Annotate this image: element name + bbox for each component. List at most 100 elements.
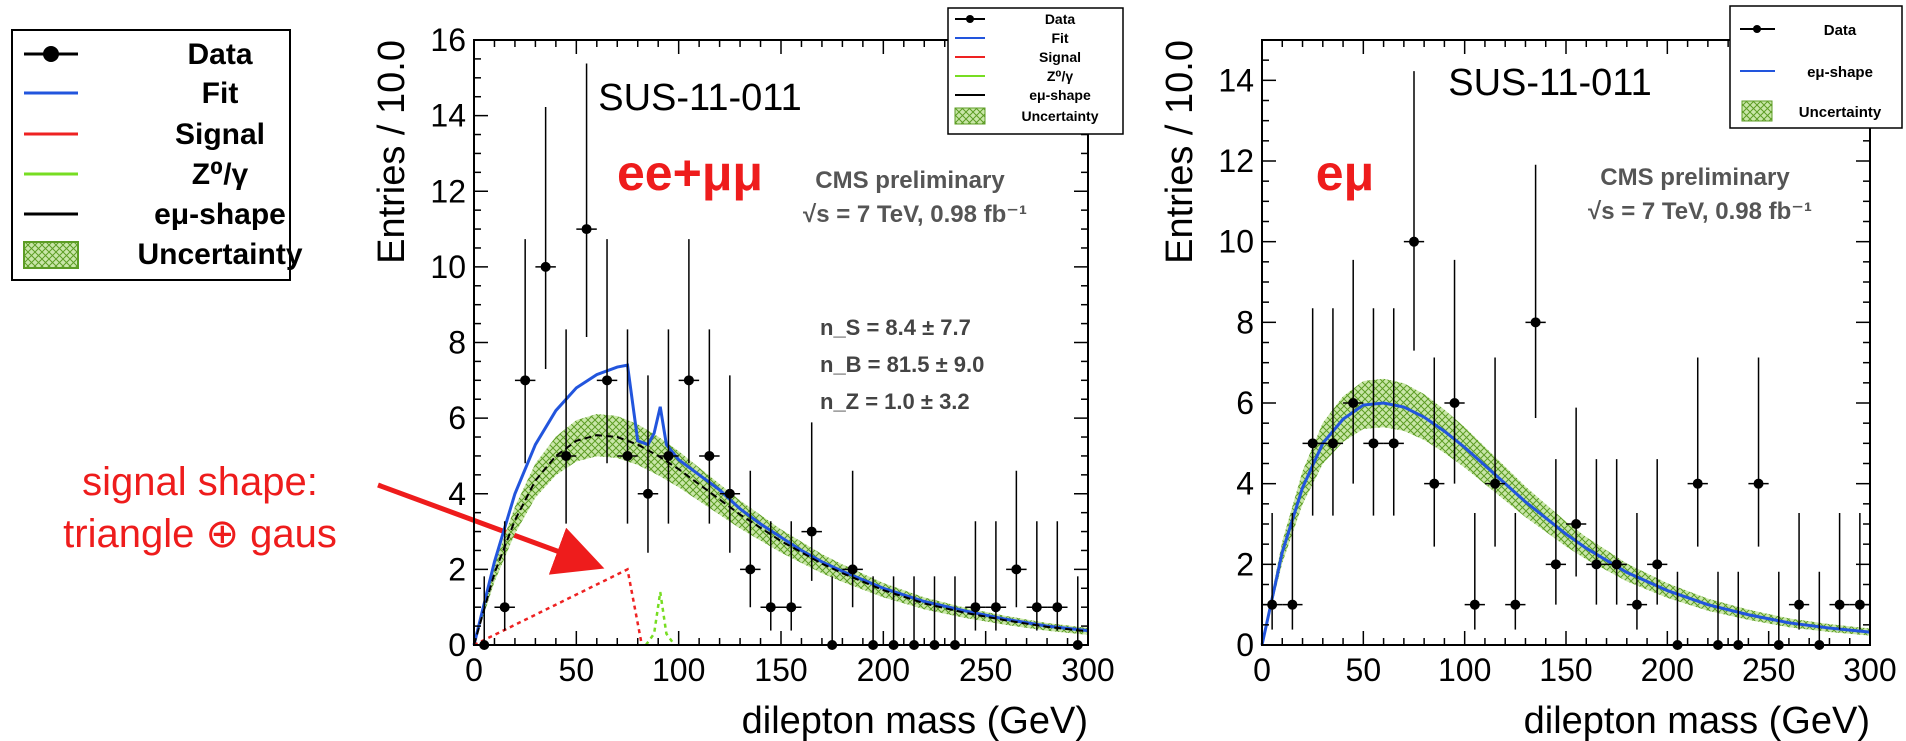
data-point [535, 106, 556, 370]
energy-lumi-label: √s = 7 TeV, 0.98 fb⁻¹ [1588, 198, 1812, 225]
data-point [1363, 308, 1384, 516]
fit-result-nz: n_Z = 1.0 ± 3.2 [820, 389, 970, 414]
signal-shape-annotation: signal shape: triangle ⊕ gaus [63, 460, 605, 575]
big-legend-frame [11, 29, 291, 281]
analysis-tag: SUS-11-011 [1448, 62, 1651, 104]
x-axis-label: dilepton mass (GeV) [742, 700, 1088, 741]
data-point-marker [1031, 602, 1042, 613]
y-tick-label: 10 [430, 249, 466, 285]
legend-emu: eμ-shape [1807, 64, 1873, 81]
y-tick-label: 8 [448, 325, 466, 361]
annotation-arrow [377, 482, 605, 575]
data-point-marker [499, 602, 510, 613]
big-legend-label-uncertainty: Uncertainty [137, 238, 302, 271]
x-tick-label: 0 [465, 652, 483, 688]
data-point [1768, 571, 1789, 650]
annotation-line-1: signal shape: [82, 460, 318, 504]
data-point [1829, 512, 1850, 630]
data-point [637, 375, 659, 553]
x-tick-label: 200 [857, 652, 910, 688]
big-legend-emu-entry: eμ-shape [24, 198, 286, 231]
data-point [1343, 259, 1364, 484]
data-point-marker [1449, 398, 1460, 408]
data-point [760, 521, 781, 631]
y-tick-label: 14 [430, 98, 466, 134]
channel-label: eμ [1316, 145, 1374, 201]
x-tick-label: 50 [1346, 652, 1382, 688]
data-point-marker [1388, 438, 1399, 449]
legend-fit: Fit [1051, 30, 1068, 46]
data-point-marker [847, 564, 858, 575]
data-point [842, 470, 863, 608]
data-point-marker [1692, 478, 1703, 489]
uncertainty-band [474, 413, 1088, 645]
legend-z: Z⁰/γ [1047, 68, 1074, 84]
data-point-marker [1469, 599, 1480, 610]
fit-result-nb: n_B = 81.5 ± 9.0 [820, 352, 984, 377]
data-point [1302, 308, 1323, 516]
data-point [1626, 512, 1648, 630]
data-point-marker [1348, 398, 1359, 408]
data-point-marker [1834, 599, 1845, 610]
chart-legend: Data Fit Signal Z⁰/γ eμ-shape Uncertaint… [947, 7, 1124, 135]
data-point-marker [663, 450, 674, 461]
data-point-marker [1753, 478, 1764, 489]
legend-uncertainty: Uncertainty [1021, 108, 1098, 124]
big-legend-label-signal: Signal [175, 118, 265, 151]
data-point [1606, 459, 1627, 605]
y-tick-label: 2 [448, 551, 466, 587]
x-tick-label: 150 [754, 652, 807, 688]
data-point [596, 239, 618, 464]
data-point-marker [1307, 438, 1318, 449]
x-tick-label: 300 [1843, 652, 1896, 688]
cms-preliminary-label: CMS preliminary [1600, 164, 1790, 191]
x-tick-label: 50 [559, 652, 595, 688]
x-tick-label: 100 [652, 652, 705, 688]
big-legend-label-fit: Fit [202, 77, 239, 110]
data-point [1026, 521, 1048, 631]
data-point [1505, 512, 1526, 630]
data-point-marker [561, 450, 572, 461]
y-axis-label: Entries / 10.0 [371, 40, 413, 264]
data-point [1047, 521, 1068, 631]
data-point-marker [1794, 599, 1805, 610]
data-point [1545, 459, 1566, 605]
data-point-marker [806, 526, 817, 537]
y-tick-label: 10 [1218, 224, 1254, 260]
data-point-marker [581, 224, 592, 235]
channel-label: ee+μμ [617, 145, 763, 201]
data-point [576, 63, 597, 337]
x-tick-label: 300 [1061, 652, 1114, 688]
data-point-marker [1327, 438, 1338, 449]
data-point-marker [1631, 599, 1642, 610]
data-point-marker [1571, 519, 1582, 529]
data-point [678, 239, 700, 464]
data-point-marker [1510, 599, 1521, 610]
big-legend-label-z: Z⁰/γ [192, 158, 249, 191]
data-point-marker [1267, 599, 1278, 610]
big-legend-label-emu: eμ-shape [154, 198, 286, 231]
big-legend-data-entry: Data [24, 38, 253, 71]
data-point-marker [765, 602, 776, 613]
data-point [514, 239, 536, 464]
x-tick-label: 250 [959, 652, 1012, 688]
y-tick-label: 2 [1236, 546, 1254, 582]
data-point [903, 576, 925, 650]
data-point-marker [1287, 599, 1298, 610]
x-axis-label: dilepton mass (GeV) [1524, 700, 1870, 741]
data-point [801, 422, 822, 581]
y-tick-label: 16 [430, 22, 466, 58]
data-point [1748, 357, 1769, 547]
fit-result-ns: n_S = 8.4 ± 7.7 [820, 315, 971, 340]
data-point [1424, 357, 1445, 547]
data-point [781, 521, 802, 631]
data-point-marker [1550, 559, 1561, 570]
data-point [1566, 407, 1587, 577]
data-point [494, 521, 515, 631]
chart-ee-mumu: 0 50 100 150 200 250 300 0 2 4 6 8 10 12 14 16 dilepton … [371, 7, 1124, 741]
data-point [1282, 512, 1303, 630]
data-point-marker [1409, 236, 1419, 247]
data-point [1788, 512, 1810, 630]
legend-emu: eμ-shape [1029, 87, 1091, 103]
